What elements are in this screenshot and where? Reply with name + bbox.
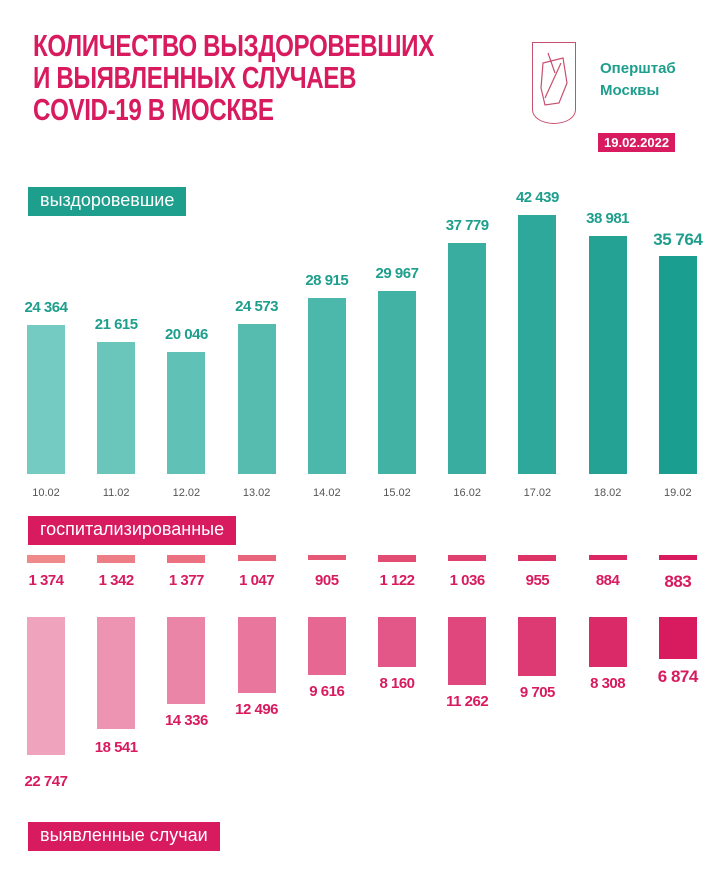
hospitalized-bar [97, 555, 136, 563]
hospitalized-bar [307, 555, 346, 561]
recovered-bar [97, 342, 136, 474]
date-tick-label: 18.02 [593, 487, 622, 499]
recovered-bar [658, 255, 697, 474]
hospitalized-value-label: 1 047 [239, 572, 275, 589]
date-tick-label: 14.02 [313, 487, 341, 499]
hospitalized-value-label: 955 [525, 572, 550, 589]
cases-value-label: 11 262 [446, 693, 489, 711]
hospitalized-value-label: 1 122 [379, 572, 415, 589]
hospitalized-bar [378, 555, 416, 562]
recovered-value-label: 35 764 [653, 229, 703, 249]
recovered-bar [167, 351, 206, 474]
cases-bar [658, 617, 697, 659]
recovered-value-label: 28 915 [305, 271, 349, 289]
cases-bar [378, 617, 416, 667]
section-label-hospitalized: госпитализированные [28, 516, 237, 545]
hospitalized-bar [27, 555, 65, 563]
hospitalized-bar [588, 555, 627, 561]
cases-bar [518, 617, 557, 676]
hospitalized-bar [448, 555, 487, 562]
section-label-cases: выявленные случаи [28, 822, 220, 851]
date-tick-label: 12.02 [172, 487, 201, 499]
date-tick-label: 16.02 [453, 487, 481, 499]
recovered-value-label: 38 981 [586, 210, 630, 228]
recovered-bar [588, 236, 627, 474]
hospitalized-value-label: 884 [595, 572, 620, 589]
recovered-bar [518, 215, 557, 474]
hospitalized-bar [167, 555, 206, 563]
cases-value-label: 9 616 [309, 683, 345, 701]
recovered-value-label: 24 364 [24, 299, 68, 317]
recovered-value-label: 24 573 [235, 298, 279, 316]
date-tick-label: 11.02 [102, 487, 130, 499]
cases-value-label: 9 705 [519, 683, 556, 701]
hospitalized-value-label: 1 342 [98, 572, 135, 589]
date-tick-label: 15.02 [383, 487, 411, 499]
cases-bar [97, 617, 136, 730]
recovered-bar [448, 243, 487, 474]
recovered-bar [307, 297, 346, 474]
date-tick-label: 17.02 [523, 487, 552, 499]
moscow-coat-of-arms-logo [532, 42, 576, 124]
hospitalized-bar [658, 555, 697, 561]
cases-value-label: 12 496 [235, 700, 279, 718]
cases-value-label: 18 541 [94, 739, 138, 757]
cases-bar [448, 617, 487, 686]
hospitalized-bar [518, 555, 557, 561]
recovered-value-label: 21 615 [94, 316, 138, 334]
hospitalized-value-label: 905 [315, 572, 339, 589]
hospitalized-value-label: 1 036 [449, 572, 486, 589]
recovered-bar [27, 325, 65, 474]
cases-value-label: 22 747 [24, 773, 68, 790]
date-tick-label: 19.02 [664, 487, 692, 499]
recovered-bar [237, 324, 276, 474]
section-label-recovered: выздоровевшие [28, 187, 187, 216]
cases-bar [237, 617, 276, 693]
cases-bar [307, 617, 346, 676]
date-tick-label: 13.02 [242, 487, 271, 499]
cases-value-label: 8 308 [590, 675, 626, 693]
cases-value-label: 14 336 [164, 711, 208, 729]
hospitalized-value-label: 883 [664, 572, 692, 591]
recovered-value-label: 20 046 [164, 325, 208, 343]
cases-value-label: 8 160 [379, 674, 415, 692]
cases-bar [27, 617, 65, 755]
hospitalized-value-label: 1 377 [168, 572, 205, 589]
date-tick-label: 10.02 [32, 487, 60, 499]
page-title: КОЛИЧЕСТВО ВЫЗДОРОВЕВШИХ И ВЫЯВЛЕННЫХ СЛ… [33, 28, 434, 127]
date-badge: 19.02.2022 [598, 133, 676, 152]
hospitalized-value-label: 1 374 [28, 572, 64, 589]
recovered-bar [378, 291, 416, 474]
hospitalized-bar [237, 555, 276, 562]
cases-bar [167, 617, 206, 704]
recovered-value-label: 29 967 [375, 265, 419, 283]
cases-value-label: 6 874 [657, 666, 699, 686]
recovered-value-label: 37 779 [445, 217, 489, 235]
cases-bar [588, 617, 627, 668]
recovered-value-label: 42 439 [515, 189, 559, 206]
org-name: Оперштаб Москвы [600, 60, 676, 99]
